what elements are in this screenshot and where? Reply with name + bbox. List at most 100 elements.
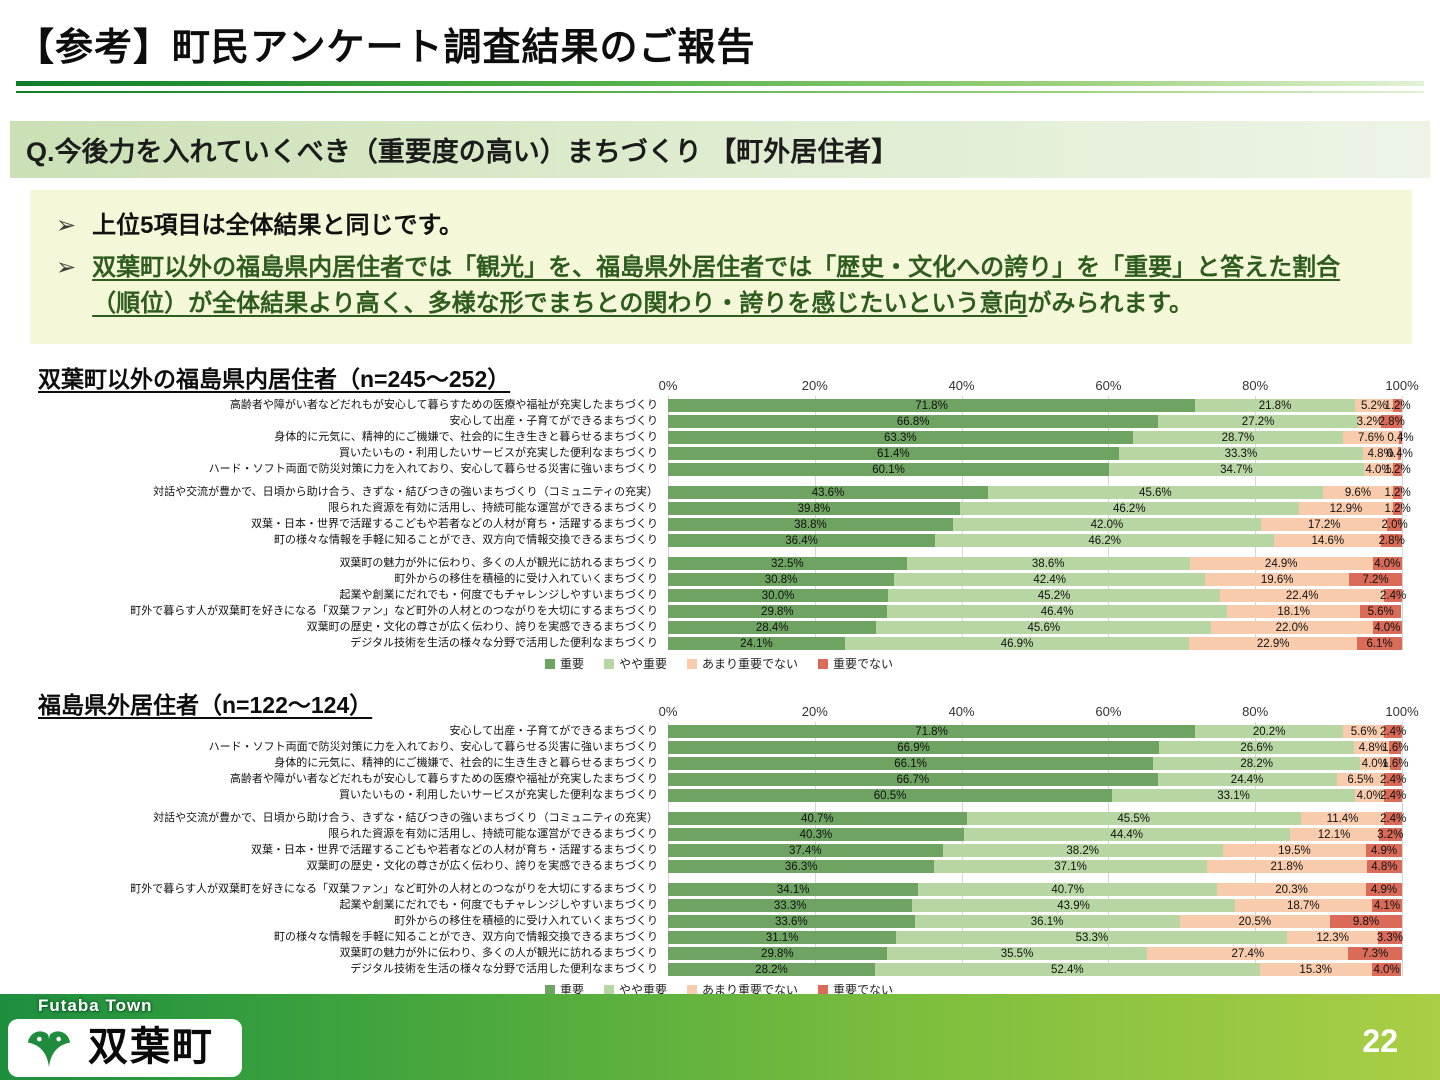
bar-track: 28.4% 45.6% 22.0% 4.0% bbox=[668, 621, 1402, 634]
bar-segment-3: 27.4% bbox=[1147, 947, 1349, 960]
bar-segment-1: 29.8% bbox=[668, 605, 887, 618]
bar-value-label: 5.6% bbox=[1350, 725, 1377, 738]
bar-track: 37.4% 38.2% 19.5% 4.9% bbox=[668, 844, 1402, 857]
bar-value-label: 30.8% bbox=[764, 573, 798, 586]
bar-value-label: 3.3% bbox=[1376, 931, 1403, 944]
bar-value-label: 4.9% bbox=[1370, 844, 1398, 857]
bar-value-label: 66.7% bbox=[896, 773, 930, 786]
bar-segment-4: 2.4% bbox=[1380, 725, 1406, 738]
bar-value-label: 30.0% bbox=[761, 589, 795, 602]
bar-value-label: 4.0% bbox=[1374, 621, 1401, 634]
bar-row: 双葉町の歴史・文化の尊さが広く伝わり、誇りを実感できるまちづくり 36.3% 37.… bbox=[36, 860, 1402, 873]
bar-value-label: 9.8% bbox=[1352, 915, 1380, 928]
bar-segment-1: 40.7% bbox=[668, 812, 967, 825]
bar-segment-3: 21.8% bbox=[1206, 860, 1367, 873]
bar-value-label: 29.8% bbox=[761, 605, 794, 618]
legend-label: やや重要 bbox=[618, 657, 667, 671]
bar-value-label: 4.0% bbox=[1361, 757, 1388, 770]
bar-segment-3: 18.1% bbox=[1227, 605, 1361, 618]
bar-row-label: 町の様々な情報を手軽に知ることができ、双方向で情報交換できるまちづくり bbox=[273, 930, 658, 943]
bar-row: 対話や交流が豊かで、日頃から助け合う、きずな・結びつきの強いまちづくり（コミュニ… bbox=[36, 812, 1406, 825]
bar-segment-4: 1.2% bbox=[1385, 502, 1411, 515]
bar-value-label: 45.5% bbox=[1117, 812, 1151, 825]
bar-segment-4: 4.9% bbox=[1366, 883, 1402, 896]
bar-value-label: 2.4% bbox=[1380, 589, 1407, 602]
bar-segment-3: 20.5% bbox=[1179, 915, 1331, 928]
bar-value-label: 4.0% bbox=[1356, 789, 1383, 802]
bar-value-label: 3.2% bbox=[1356, 415, 1383, 428]
legend-item: 重要 bbox=[544, 981, 584, 998]
legend-label: あまり重要でない bbox=[702, 657, 799, 671]
legend-swatch bbox=[818, 658, 829, 669]
bullet-item-1: ➢ 上位5項目は全体結果と同じです。 bbox=[56, 208, 1386, 244]
bar-track: 39.8% 46.2% 12.9% 1.2% bbox=[668, 502, 1411, 515]
bar-value-label: 44.4% bbox=[1110, 828, 1144, 841]
bar-segment-4: 3.3% bbox=[1376, 931, 1403, 944]
bar-track: 66.9% 26.6% 4.8% 1.6% bbox=[668, 741, 1408, 754]
legend-label: あまり重要でない bbox=[702, 983, 799, 997]
bar-segment-1: 28.2% bbox=[668, 963, 875, 976]
bar-segment-4: 4.8% bbox=[1366, 860, 1402, 873]
bar-row-label: 双葉町の歴史・文化の尊さが広く伝わり、誇りを実感できるまちづくり bbox=[306, 859, 658, 872]
bar-value-label: 4.0% bbox=[1365, 463, 1392, 476]
bar-segment-1: 39.8% bbox=[668, 502, 960, 515]
bar-row: 起業や創業にだれでも・何度でもチャレンジしやすいまちづくり 30.0% 45.2% 2… bbox=[36, 589, 1406, 602]
axis-tick: 100% bbox=[1385, 378, 1419, 393]
bar-value-label: 2.4% bbox=[1380, 725, 1407, 738]
bar-segment-2: 24.4% bbox=[1157, 773, 1337, 786]
bar-track: 63.3% 28.7% 7.6% 0.4% bbox=[668, 431, 1414, 444]
bar-segment-1: 71.8% bbox=[668, 725, 1195, 738]
bar-segment-3: 22.4% bbox=[1219, 589, 1385, 602]
axis-tick: 80% bbox=[1242, 704, 1269, 719]
bar-segment-3: 12.3% bbox=[1287, 931, 1378, 944]
bar-row: 町外で暮らす人が双葉町を好きになる「双葉ファン」など町外の人材とのつながりを大切… bbox=[36, 883, 1402, 896]
bar-segment-1: 36.4% bbox=[668, 534, 936, 547]
bar-value-label: 38.8% bbox=[794, 518, 827, 531]
bar-value-label: 24.4% bbox=[1230, 773, 1264, 786]
bar-value-label: 0.4% bbox=[1387, 431, 1414, 444]
bar-value-label: 2.0% bbox=[1381, 518, 1408, 531]
bar-value-label: 5.2% bbox=[1360, 399, 1388, 412]
bar-track: 71.8% 20.2% 5.6% 2.4% bbox=[668, 725, 1406, 738]
bar-value-label: 4.0% bbox=[1374, 557, 1401, 570]
bar-value-label: 31.1% bbox=[765, 931, 799, 944]
page-title: 【参考】町民アンケート調査結果のご報告 bbox=[16, 27, 756, 69]
bar-row: 限られた資源を有効に活用し、持続可能な運営ができるまちづくり 40.3% 44.4%… bbox=[36, 828, 1404, 841]
bar-value-label: 38.6% bbox=[1031, 557, 1065, 570]
header-rule-thick bbox=[16, 81, 1424, 86]
bar-segment-4: 6.1% bbox=[1357, 637, 1402, 650]
bar-segment-3: 7.6% bbox=[1343, 431, 1400, 444]
bar-row: 起業や創業にだれでも・何度でもチャレンジしやすいまちづくり 33.3% 43.9% 1… bbox=[36, 899, 1402, 912]
bar-row-label: 双葉・日本・世界で活躍するこどもや若者などの人材が育ち・活躍するまちづくり bbox=[251, 843, 658, 856]
bar-row: 買いたいもの・利用したいサービスが充実した便利なまちづくり 60.5% 33.1% 4… bbox=[36, 789, 1406, 802]
legend-item: やや重要 bbox=[603, 655, 667, 672]
bar-row-label: デジタル技術を生活の様々な分野で活用した便利なまちづくり bbox=[350, 962, 658, 975]
bar-segment-1: 29.8% bbox=[668, 947, 887, 960]
bar-value-label: 27.2% bbox=[1241, 415, 1275, 428]
bar-value-label: 15.3% bbox=[1299, 963, 1333, 976]
bar-segment-4: 2.0% bbox=[1382, 518, 1408, 531]
bar-value-label: 20.3% bbox=[1275, 883, 1308, 896]
futaba-leaf-icon bbox=[22, 1025, 76, 1069]
bar-row-label: デジタル技術を生活の様々な分野で活用した便利なまちづくり bbox=[350, 636, 658, 649]
bar-row: 対話や交流が豊かで、日頃から助け合う、きずな・結びつきの強いまちづくり（コミュニ… bbox=[36, 486, 1411, 499]
bar-row: 買いたいもの・利用したいサービスが充実した便利なまちづくり 61.4% 33.3% 4… bbox=[36, 447, 1413, 460]
bar-track: 34.1% 40.7% 20.3% 4.9% bbox=[668, 883, 1402, 896]
bar-segment-1: 24.1% bbox=[668, 637, 845, 650]
legend-swatch bbox=[544, 658, 555, 669]
bar-value-label: 7.6% bbox=[1358, 431, 1385, 444]
bar-segment-3: 4.8% bbox=[1354, 741, 1390, 754]
axis-tick: 40% bbox=[948, 378, 975, 393]
bar-row: 町の様々な情報を手軽に知ることができ、双方向で情報交換できるまちづくり 31.1%… bbox=[36, 930, 1403, 944]
bar-segment-1: 40.3% bbox=[668, 828, 964, 841]
bar-segment-3: 15.3% bbox=[1259, 963, 1372, 976]
bullet-1-text: 上位5項目は全体結果と同じです。 bbox=[92, 212, 464, 239]
bar-value-label: 45.6% bbox=[1027, 621, 1061, 634]
bar-value-label: 3.2% bbox=[1377, 828, 1404, 841]
bar-segment-2: 36.1% bbox=[914, 915, 1180, 928]
bar-row: 高齢者や障がい者などだれもが安心して暮らすための医療や福祉が充実したまちづくり 7… bbox=[36, 399, 1411, 412]
bar-value-label: 19.5% bbox=[1278, 844, 1311, 857]
bar-segment-2: 35.5% bbox=[886, 947, 1148, 960]
bar-segment-3: 4.0% bbox=[1363, 463, 1394, 476]
bar-value-label: 46.4% bbox=[1040, 605, 1074, 618]
